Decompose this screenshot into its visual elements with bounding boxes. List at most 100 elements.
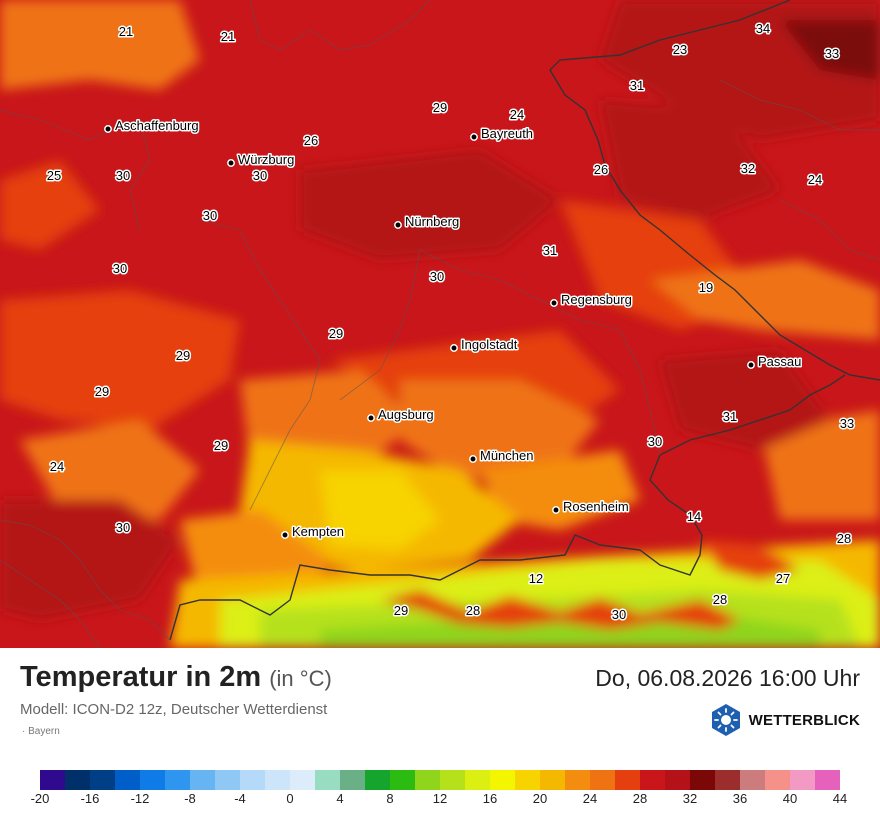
temperature-value: 32 bbox=[741, 161, 755, 176]
colorbar-tick-label: -8 bbox=[184, 791, 196, 806]
city-nürnberg[interactable]: Nürnberg bbox=[394, 213, 461, 231]
colorbar-segment bbox=[565, 770, 590, 790]
city-bayreuth[interactable]: Bayreuth bbox=[470, 125, 535, 143]
colorbar-tick-label: 24 bbox=[582, 791, 598, 806]
city-augsburg[interactable]: Augsburg bbox=[367, 406, 435, 424]
colorbar-tick-label: -12 bbox=[130, 791, 150, 806]
temperature-value: 30 bbox=[116, 168, 130, 183]
city-label: Bayreuth bbox=[481, 126, 533, 141]
temperature-value: 30 bbox=[648, 434, 662, 449]
map-footer: Temperatur in 2m (in °C) Do, 06.08.2026 1… bbox=[0, 648, 880, 830]
colorbar-segment bbox=[140, 770, 165, 790]
city-dot bbox=[104, 125, 112, 133]
colorbar-segment bbox=[90, 770, 115, 790]
city-aschaffenburg[interactable]: Aschaffenburg bbox=[104, 117, 200, 135]
colorbar-segment bbox=[390, 770, 415, 790]
temperature-value: 14 bbox=[687, 509, 701, 524]
forecast-datetime: Do, 06.08.2026 16:00 Uhr bbox=[595, 665, 860, 691]
temperature-value: 33 bbox=[825, 46, 839, 61]
temperature-value: 31 bbox=[723, 409, 737, 424]
city-dot bbox=[281, 531, 289, 539]
colorbar-segment bbox=[265, 770, 290, 790]
temperature-value: 12 bbox=[529, 571, 543, 586]
city-ingolstadt[interactable]: Ingolstadt bbox=[450, 336, 519, 354]
colorbar-segment bbox=[115, 770, 140, 790]
chart-title: Temperatur in 2m (in °C) bbox=[20, 661, 332, 694]
colorbar-tick-label: 40 bbox=[782, 791, 798, 806]
colorbar-segment bbox=[40, 770, 65, 790]
city-dot bbox=[450, 344, 458, 352]
city-dot bbox=[470, 133, 478, 141]
colorbar-tick-label: 0 bbox=[286, 791, 294, 806]
temperature-value: 30 bbox=[113, 261, 127, 276]
colorbar-segment bbox=[290, 770, 315, 790]
colorbar-segment bbox=[765, 770, 790, 790]
city-label: Regensburg bbox=[561, 292, 632, 307]
colorbar-tick-label: -4 bbox=[234, 791, 246, 806]
colorbar-segment bbox=[340, 770, 365, 790]
city-dot bbox=[469, 455, 477, 463]
temperature-value: 33 bbox=[840, 416, 854, 431]
colorbar-segment bbox=[365, 770, 390, 790]
model-info: Modell: ICON-D2 12z, Deutscher Wetterdie… bbox=[20, 701, 328, 718]
colorbar-segment bbox=[690, 770, 715, 790]
colorbar-tick-label: 32 bbox=[682, 791, 698, 806]
temperature-value: 29 bbox=[176, 348, 190, 363]
colorbar-segment bbox=[190, 770, 215, 790]
colorbar-segment bbox=[315, 770, 340, 790]
temperature-value: 29 bbox=[95, 384, 109, 399]
region-borders bbox=[0, 0, 880, 648]
city-regensburg[interactable]: Regensburg bbox=[550, 291, 633, 309]
colorbar-tick-label: 16 bbox=[482, 791, 498, 806]
city-dot bbox=[227, 159, 235, 167]
colorbar-segment bbox=[440, 770, 465, 790]
colorbar-tick-label: 4 bbox=[336, 791, 344, 806]
city-kempten[interactable]: Kempten bbox=[281, 523, 346, 541]
city-würzburg[interactable]: Würzburg bbox=[227, 151, 296, 169]
city-passau[interactable]: Passau bbox=[747, 353, 803, 371]
city-label: Kempten bbox=[292, 524, 344, 539]
title-text: Temperatur in 2m bbox=[20, 661, 262, 693]
colorbar-tick-label: 28 bbox=[632, 791, 648, 806]
city-label: Passau bbox=[758, 354, 801, 369]
temperature-value: 27 bbox=[776, 571, 790, 586]
city-rosenheim[interactable]: Rosenheim bbox=[552, 498, 630, 516]
temperature-value: 19 bbox=[699, 280, 713, 295]
temperature-value: 24 bbox=[808, 172, 822, 187]
city-label: München bbox=[480, 448, 533, 463]
colorbar-tick-label: 12 bbox=[432, 791, 448, 806]
temperature-value: 24 bbox=[50, 459, 64, 474]
temperature-value: 29 bbox=[433, 100, 447, 115]
city-markers: Aschaffenburg Würzburg Bayreuth Nürnberg Reg… bbox=[104, 117, 803, 541]
temperature-value: 21 bbox=[221, 29, 235, 44]
city-dot bbox=[367, 414, 375, 422]
temperature-value: 30 bbox=[116, 520, 130, 535]
colorbar-tick-label: 8 bbox=[386, 791, 394, 806]
colorbar-segment bbox=[615, 770, 640, 790]
title-unit: (in °C) bbox=[269, 666, 332, 691]
colorbar-segment bbox=[590, 770, 615, 790]
temperature-value: 23 bbox=[673, 42, 687, 57]
colorbar-segment bbox=[515, 770, 540, 790]
colorbar-segment bbox=[215, 770, 240, 790]
colorbar-tick-label: -16 bbox=[80, 791, 100, 806]
temperature-value: 29 bbox=[394, 603, 408, 618]
temperature-value: 24 bbox=[510, 107, 524, 122]
temperature-value: 29 bbox=[214, 438, 228, 453]
temperature-value: 31 bbox=[630, 78, 644, 93]
colorbar-segment bbox=[640, 770, 665, 790]
colorbar-segment bbox=[540, 770, 565, 790]
colorbar-segment bbox=[65, 770, 90, 790]
temperature-value: 31 bbox=[543, 243, 557, 258]
wetterblick-logo[interactable]: WETTERBLICK bbox=[709, 703, 860, 737]
temperature-map[interactable]: Aschaffenburg Würzburg Bayreuth Nürnberg Reg… bbox=[0, 0, 880, 648]
temperature-value: 26 bbox=[594, 162, 608, 177]
colorbar-segment bbox=[665, 770, 690, 790]
city-dot bbox=[394, 221, 402, 229]
colorbar-segment bbox=[165, 770, 190, 790]
city-münchen[interactable]: München bbox=[469, 447, 535, 465]
colorbar-segment bbox=[815, 770, 840, 790]
city-label: Würzburg bbox=[238, 152, 294, 167]
colorbar-segment bbox=[415, 770, 440, 790]
colorbar-segment bbox=[715, 770, 740, 790]
